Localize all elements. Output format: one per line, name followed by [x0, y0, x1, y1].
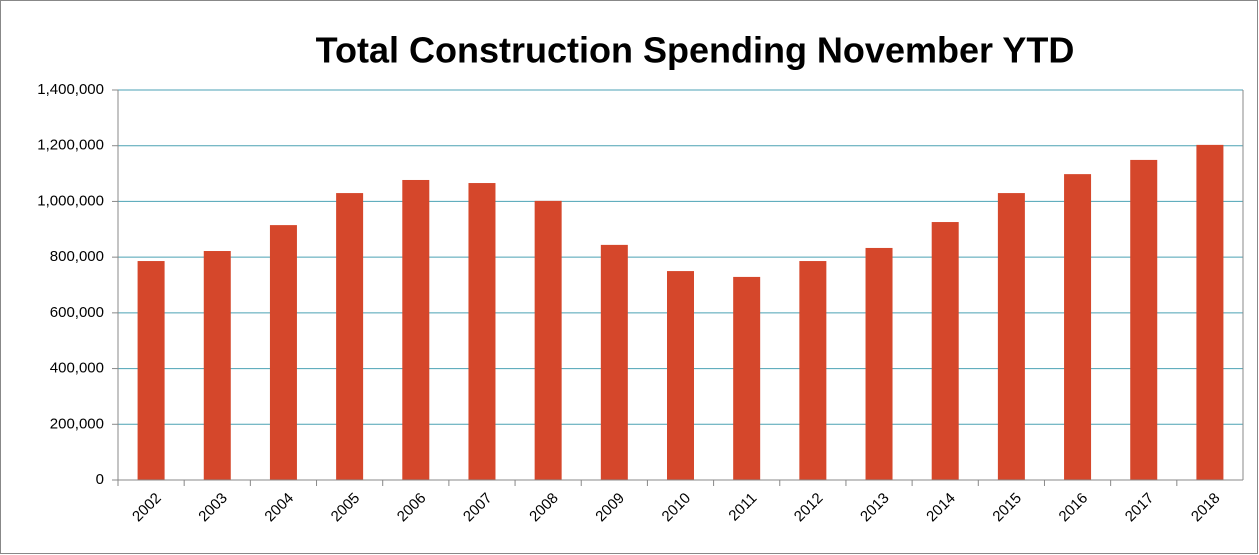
y-tick-label: 600,000 [50, 304, 104, 321]
bar [931, 222, 959, 481]
y-tick-label: 400,000 [50, 360, 104, 377]
bar [1130, 159, 1158, 480]
y-tick-label: 1,200,000 [37, 137, 104, 154]
bar [1064, 174, 1092, 480]
y-tick-label: 0 [96, 471, 104, 488]
bar [137, 261, 165, 480]
bar [667, 271, 694, 480]
bar [733, 276, 761, 480]
bar [269, 225, 297, 480]
y-tick-label: 800,000 [50, 248, 104, 265]
bar [534, 200, 562, 480]
bar [402, 179, 430, 480]
bar [997, 193, 1025, 481]
bar [336, 193, 364, 481]
chart-title: Total Construction Spending November YTD [316, 30, 1075, 71]
bar [1196, 144, 1224, 480]
bar [600, 244, 628, 480]
y-tick-label: 1,000,000 [37, 192, 104, 209]
y-tick-label: 200,000 [50, 415, 104, 432]
bar [468, 183, 496, 481]
bar [799, 261, 827, 480]
bar [203, 251, 231, 480]
bar [865, 247, 893, 480]
y-tick-label: 1,400,000 [37, 81, 104, 98]
